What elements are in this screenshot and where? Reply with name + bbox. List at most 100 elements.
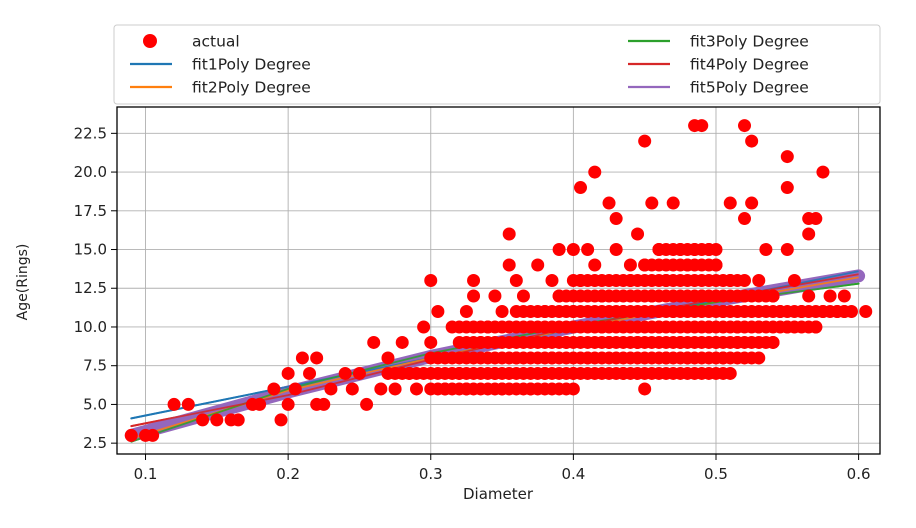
data-point xyxy=(602,335,616,349)
data-point xyxy=(844,304,858,318)
x-axis-ticks: 0.1 0.2 0.3 0.4 0.5 0.6 xyxy=(134,454,871,483)
data-point xyxy=(816,304,830,318)
data-point xyxy=(338,366,352,380)
data-point xyxy=(146,428,160,442)
data-point xyxy=(424,274,438,287)
data-point xyxy=(409,382,423,396)
data-point xyxy=(124,428,138,442)
data-point xyxy=(531,258,545,272)
y-tick-label: 5.0 xyxy=(83,395,107,413)
data-point xyxy=(566,366,580,380)
data-point xyxy=(467,289,481,303)
data-point xyxy=(723,366,737,380)
data-point xyxy=(802,227,816,241)
data-point xyxy=(303,366,317,380)
data-point xyxy=(374,382,388,396)
data-point xyxy=(631,335,645,349)
data-point xyxy=(752,351,766,365)
x-tick-label: 0.3 xyxy=(419,465,443,483)
data-point xyxy=(274,413,288,427)
y-tick-label: 17.5 xyxy=(74,202,107,220)
data-point xyxy=(524,320,538,334)
data-point xyxy=(317,397,331,411)
data-point xyxy=(638,258,652,272)
data-point xyxy=(680,351,694,365)
data-point xyxy=(716,304,730,318)
legend-label: fit5Poly Degree xyxy=(690,79,809,97)
data-point xyxy=(595,320,609,334)
data-point xyxy=(481,320,495,334)
data-point xyxy=(738,119,752,133)
data-point xyxy=(623,258,637,272)
data-point xyxy=(524,382,538,396)
data-point xyxy=(780,320,794,334)
legend-frame xyxy=(113,24,881,105)
data-point xyxy=(773,304,787,318)
legend-label: actual xyxy=(192,33,240,51)
data-point xyxy=(702,320,716,334)
y-axis-title: Age(Rings) xyxy=(15,244,31,321)
data-point xyxy=(445,320,459,334)
data-point xyxy=(581,351,595,365)
y-tick-label: 2.5 xyxy=(83,434,107,452)
data-point xyxy=(645,196,659,210)
y-tick-label: 15.0 xyxy=(74,241,107,259)
data-point xyxy=(780,243,794,257)
data-point xyxy=(167,397,181,411)
y-tick-label: 7.5 xyxy=(83,357,107,375)
data-point xyxy=(759,243,773,257)
scatter-points xyxy=(124,119,873,442)
data-point xyxy=(459,382,473,396)
data-point xyxy=(766,335,780,349)
data-point xyxy=(267,382,281,396)
data-point xyxy=(730,320,744,334)
data-point xyxy=(395,335,409,349)
data-point xyxy=(738,289,752,303)
data-point xyxy=(310,351,324,365)
legend-marker-actual xyxy=(143,34,157,48)
data-point xyxy=(638,382,652,396)
data-point xyxy=(780,181,794,195)
legend: actual fit1Poly Degree fit2Poly Degree fit3… xyxy=(113,24,881,105)
data-point xyxy=(738,212,752,226)
data-point xyxy=(652,320,666,334)
data-point xyxy=(638,134,652,148)
data-point xyxy=(388,382,402,396)
data-point xyxy=(695,289,709,303)
data-point xyxy=(745,196,759,210)
data-point xyxy=(538,304,552,318)
data-point xyxy=(566,382,580,396)
data-point xyxy=(502,258,516,272)
data-point xyxy=(702,243,716,257)
data-point xyxy=(652,243,666,257)
data-point xyxy=(552,243,566,257)
x-tick-label: 0.4 xyxy=(561,465,585,483)
data-point xyxy=(545,351,559,365)
data-point xyxy=(738,274,752,287)
x-tick-label: 0.1 xyxy=(134,465,158,483)
data-point xyxy=(402,366,416,380)
data-point xyxy=(730,335,744,349)
data-point xyxy=(581,243,595,257)
data-point xyxy=(488,366,502,380)
data-point xyxy=(809,320,823,334)
y-tick-label: 22.5 xyxy=(74,124,107,142)
data-point xyxy=(659,351,673,365)
y-tick-label: 20.0 xyxy=(74,163,107,181)
data-point xyxy=(595,289,609,303)
data-point xyxy=(588,258,602,272)
data-point xyxy=(431,304,445,318)
plot-frame xyxy=(116,106,881,455)
data-point xyxy=(802,289,816,303)
data-point xyxy=(495,304,509,318)
data-point xyxy=(452,366,466,380)
y-axis-ticks: 2.5 5.0 7.5 10.0 12.5 15.0 17.5 20.0 22.5 xyxy=(74,124,117,452)
data-point xyxy=(381,351,395,365)
data-point xyxy=(709,335,723,349)
data-point xyxy=(295,351,309,365)
data-point xyxy=(488,289,502,303)
data-point xyxy=(766,289,780,303)
data-point xyxy=(181,397,195,411)
data-point xyxy=(509,274,523,287)
